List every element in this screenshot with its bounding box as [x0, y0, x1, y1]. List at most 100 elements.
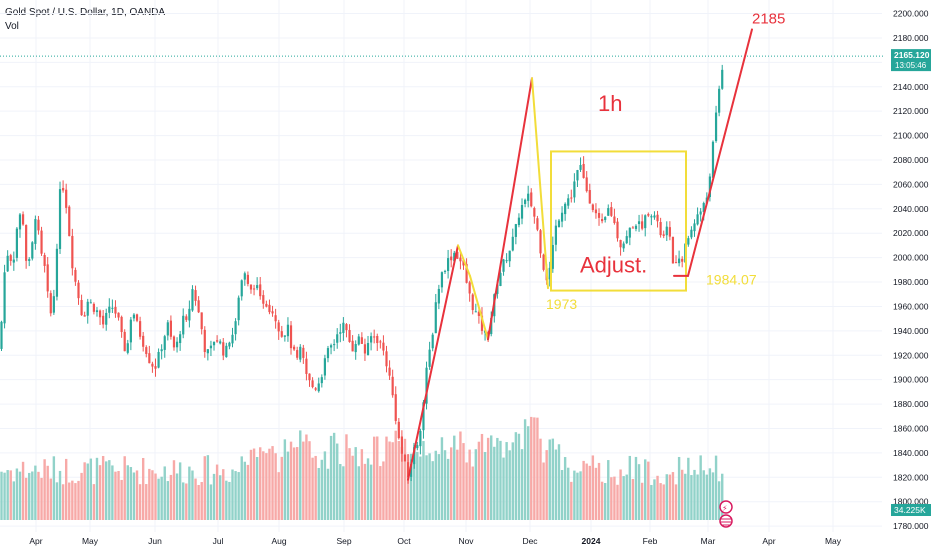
volume-bar [582, 460, 585, 520]
candle-body [607, 208, 610, 216]
candle-body [637, 221, 641, 225]
candle-body [508, 250, 511, 262]
volume-bar [68, 482, 71, 520]
volume-bar [717, 481, 721, 520]
candle-body [351, 340, 354, 352]
candle-body [357, 336, 360, 345]
time-tick-label: May [825, 536, 842, 546]
candle-body [185, 316, 188, 320]
chart-legend: Gold Spot / U.S. Dollar, 1D, OANDA Vol [5, 6, 165, 34]
candle-body [80, 299, 83, 316]
candle-body [166, 322, 169, 336]
volume-bar [545, 450, 548, 520]
range-box[interactable] [550, 150, 687, 292]
volume-bar [163, 466, 166, 520]
price-tick-label: 1800.000 [893, 497, 929, 507]
candle-body [105, 312, 108, 325]
volume-bar [145, 484, 148, 520]
volume-bar [705, 474, 709, 520]
trend-line-red[interactable] [687, 28, 753, 277]
candle-body [163, 336, 166, 350]
drawing-annotations[interactable]: 2185 1h Adjust. 1973 1984.07 [407, 10, 785, 481]
candle-body [397, 421, 400, 439]
trend-line-red[interactable] [487, 77, 533, 341]
volume-bar [690, 475, 693, 520]
candle-body [46, 264, 49, 292]
volume-bar [105, 461, 108, 520]
candle-body [585, 177, 588, 192]
volume-bar [453, 435, 456, 520]
candle-body [388, 367, 391, 376]
flash-event-icon[interactable] [719, 500, 733, 514]
candle-body [668, 227, 671, 237]
volume-bar [613, 476, 616, 520]
candle-body [259, 284, 262, 297]
volume-bar [594, 467, 598, 520]
time-tick-label: Sep [336, 536, 351, 546]
candle-body [416, 445, 419, 449]
candle-body [34, 219, 37, 244]
volume-bar [425, 455, 428, 520]
annotation-text: 1h [598, 91, 622, 116]
candle-body [129, 319, 132, 343]
candle-body [222, 342, 225, 356]
candle-body [135, 314, 139, 321]
volume-bar [71, 480, 74, 520]
volume-bar [0, 471, 3, 520]
price-tick-label: 1880.000 [893, 399, 929, 409]
price-tick-label: 2040.000 [893, 204, 929, 214]
us-flag-event-icon[interactable] [719, 514, 733, 528]
volume-bar [714, 455, 718, 520]
candle-body [237, 297, 240, 321]
volume-bar [474, 449, 478, 520]
candle-body [302, 347, 305, 358]
time-axis[interactable]: Apr May Jun Jul Aug Sep Oct Nov Dec 2024 Feb Mar Apr… [29, 536, 841, 546]
volume-bar [305, 434, 308, 520]
volume-bar [514, 432, 518, 520]
volume-bar [711, 472, 715, 520]
candle-body [68, 206, 71, 237]
volume-bar [619, 469, 622, 520]
candle-body [228, 342, 231, 347]
candle-body [98, 310, 102, 318]
candle-body [634, 225, 638, 229]
candle-body [311, 380, 314, 388]
volume-bar [610, 477, 613, 520]
price-tick-label: 2080.000 [893, 155, 929, 165]
candle-body [209, 345, 213, 349]
price-tick-label: 1860.000 [893, 423, 929, 433]
candle-body [514, 224, 517, 237]
candle-body [132, 314, 136, 319]
candle-body [610, 207, 613, 216]
price-tick-label: 2140.000 [893, 82, 929, 92]
trend-line-red[interactable] [407, 244, 459, 481]
volume-bar [483, 452, 487, 520]
volume-bar [28, 472, 31, 520]
candle-body [289, 325, 293, 349]
candle-body [539, 230, 542, 254]
trend-line-yellow[interactable] [469, 274, 489, 341]
trend-line-yellow[interactable] [531, 77, 549, 290]
candle-body [49, 293, 52, 314]
candle-body [382, 342, 385, 351]
volume-bar [702, 470, 705, 520]
volume-bar [477, 441, 481, 520]
volume-bar [708, 468, 712, 520]
volume-bar [295, 447, 299, 520]
trend-line-yellow[interactable] [457, 244, 471, 277]
volume-bar [228, 481, 231, 520]
price-axis[interactable]: 2200.0002180.0002160.0002140.0002120.000… [893, 9, 929, 532]
volume-bar [46, 465, 49, 520]
volume-bar [326, 468, 330, 520]
volume-bar [388, 441, 391, 520]
volume-bar [493, 446, 496, 520]
candle-body [465, 263, 468, 283]
volume-bar [55, 482, 59, 520]
candle-body [450, 256, 453, 261]
event-icons[interactable]: ⚡ [719, 500, 733, 528]
candle-body [616, 221, 619, 239]
volume-bar [101, 455, 105, 520]
candle-body [197, 300, 200, 313]
volume-bar [123, 456, 126, 520]
